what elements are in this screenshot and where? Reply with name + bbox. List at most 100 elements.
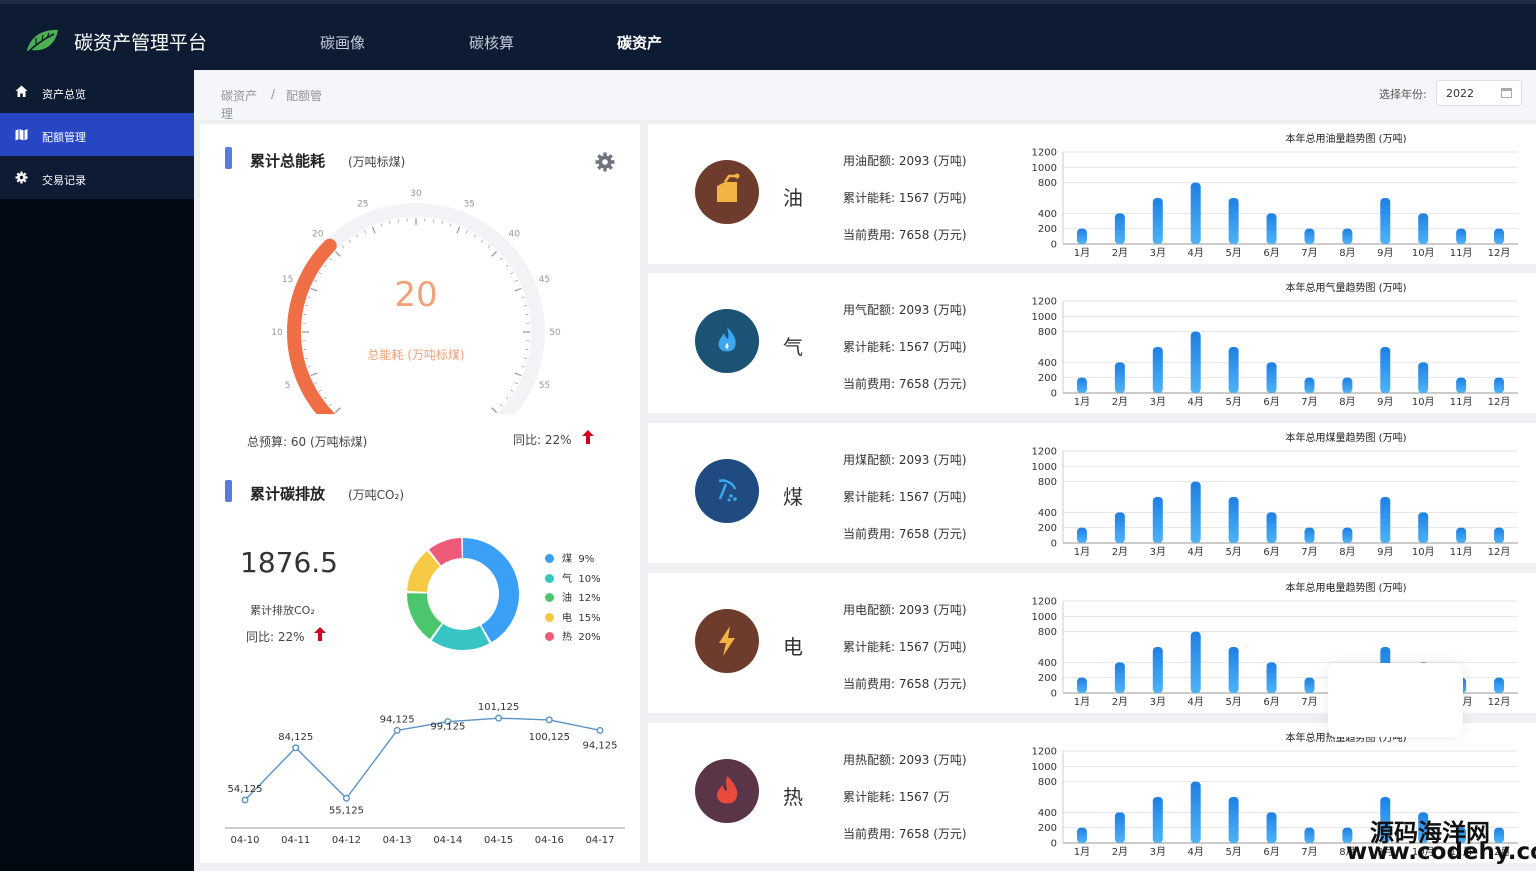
breadcrumb-current: 配额管: [286, 89, 323, 103]
x-tick-label: 6月: [1263, 546, 1279, 558]
bar-10月: [1418, 512, 1429, 543]
trend-line: [244, 717, 601, 801]
gauge-tick: [514, 382, 518, 385]
x-tick-label: 1月: [1074, 846, 1090, 858]
breadcrumb-root[interactable]: 碳资产: [221, 89, 258, 103]
y-tick-label: 200: [1038, 823, 1057, 834]
x-tick-label: 5月: [1225, 546, 1241, 558]
gauge-tick: [323, 264, 327, 268]
y-tick-label: 0: [1051, 689, 1057, 700]
y-tick-label: 1000: [1032, 612, 1057, 623]
gauge-tick: [473, 234, 476, 238]
y-tick-label: 0: [1051, 539, 1057, 550]
x-tick-label: 4月: [1188, 696, 1204, 708]
gauge-tick: [505, 396, 509, 400]
bar-10月: [1418, 213, 1429, 244]
year-picker[interactable]: 2022: [1436, 80, 1522, 106]
bar-7月: [1304, 377, 1315, 393]
gauge-tick: [371, 226, 376, 234]
trend-point: [241, 796, 249, 804]
gauge-tick: [380, 223, 383, 227]
x-tick-label: 6月: [1263, 696, 1279, 708]
legend-name: 油: [562, 593, 572, 604]
x-tick-label: 3月: [1150, 247, 1166, 259]
gauge-tick: [307, 296, 311, 299]
gauge-tick: [480, 239, 484, 243]
nav-carbon-accounting[interactable]: 碳核算: [469, 34, 515, 52]
donut-slice-煤: [407, 538, 519, 650]
trend-point: [545, 716, 553, 724]
bar-1月: [1076, 677, 1087, 693]
gauge-tick-label: 40: [509, 230, 521, 240]
settings-gear-icon[interactable]: [594, 151, 616, 173]
trend-value-label: 54,125: [228, 784, 263, 795]
sidebar-item-quota-management[interactable]: 配额管理: [0, 113, 194, 156]
gauge-value: 20: [394, 275, 437, 315]
bar-4月: [1190, 331, 1201, 393]
gauge-tick: [521, 296, 525, 299]
trend-point: [292, 744, 300, 752]
emission-total-value: 1876.5: [240, 546, 338, 579]
lightning-icon: [695, 609, 759, 673]
bar-3月: [1152, 497, 1163, 543]
legend-dot-coal: [545, 554, 554, 563]
calendar-icon[interactable]: [1501, 88, 1512, 98]
gauge-tick: [449, 223, 452, 227]
sidebar-item-asset-overview[interactable]: 资产总览: [0, 70, 194, 113]
x-tick-label: 12月: [1488, 546, 1511, 558]
x-tick-label: 5月: [1225, 396, 1241, 408]
y-tick-label: 0: [1051, 839, 1057, 850]
y-tick-label: 1000: [1032, 762, 1057, 773]
x-tick-label: 7月: [1301, 247, 1317, 259]
legend-item: 电 15%: [545, 609, 601, 624]
x-tick-label: 4月: [1188, 546, 1204, 558]
gauge-tick-label: 10: [271, 328, 283, 338]
x-tick-label: 3月: [1150, 846, 1166, 858]
x-tick-label: 1月: [1074, 546, 1090, 558]
gauge-tick-label: 25: [357, 200, 368, 210]
trend-point: [342, 794, 350, 802]
trend-x-label: 04-16: [535, 835, 564, 846]
bar-6月: [1266, 213, 1277, 244]
bar-12月: [1494, 228, 1505, 244]
trend-point: [444, 718, 452, 726]
legend-item: 油 12%: [545, 589, 601, 604]
x-tick-label: 6月: [1263, 846, 1279, 858]
x-tick-label: 7月: [1301, 546, 1317, 558]
sidebar-item-label: 交易记录: [42, 174, 86, 187]
x-tick-label: 2月: [1112, 396, 1128, 408]
y-tick-label: 1200: [1032, 447, 1057, 458]
legend-item: 热 20%: [545, 628, 601, 643]
bar-12月: [1494, 377, 1505, 393]
gauge-tick: [521, 365, 525, 368]
up-arrow-icon: [582, 430, 594, 444]
gauge-tick: [318, 272, 322, 275]
nav-carbon-assets[interactable]: 碳资产: [617, 34, 663, 52]
gauge-tick: [334, 407, 341, 414]
breadcrumb-current-wrap: 理: [221, 107, 234, 121]
x-tick-label: 2月: [1112, 846, 1128, 858]
y-tick-label: 0: [1051, 240, 1057, 251]
nav-carbon-profile[interactable]: 碳画像: [320, 34, 366, 52]
x-tick-label: 9月: [1377, 546, 1393, 558]
resource-cost: 当前费用: 7658 (万元): [843, 527, 967, 541]
sidebar-item-trade-records[interactable]: 交易记录: [0, 156, 194, 199]
energy-section-unit: (万吨标煤): [348, 155, 406, 169]
bar-9月: [1380, 497, 1391, 543]
gauge-tick: [318, 389, 322, 392]
resource-cost: 当前费用: 7658 (万元): [843, 377, 967, 391]
gauge-tick: [491, 250, 498, 257]
legend-dot-gas: [545, 574, 554, 583]
resource-consumption: 累计能耗: 1567 (万: [843, 790, 950, 804]
x-tick-label: 7月: [1301, 846, 1317, 858]
bar-3月: [1152, 198, 1163, 244]
pickaxe-icon: [695, 459, 759, 523]
x-tick-label: 4月: [1188, 846, 1204, 858]
left-panel: 累计总能耗 (万吨标煤) 051015202530354045505560 20…: [200, 124, 640, 863]
legend-pct: 9%: [578, 554, 595, 565]
x-tick-label: 3月: [1150, 696, 1166, 708]
x-tick-label: 8月: [1339, 846, 1355, 858]
y-tick-label: 1200: [1032, 297, 1057, 308]
y-tick-label: 1000: [1032, 163, 1057, 174]
legend-name: 电: [562, 613, 572, 624]
